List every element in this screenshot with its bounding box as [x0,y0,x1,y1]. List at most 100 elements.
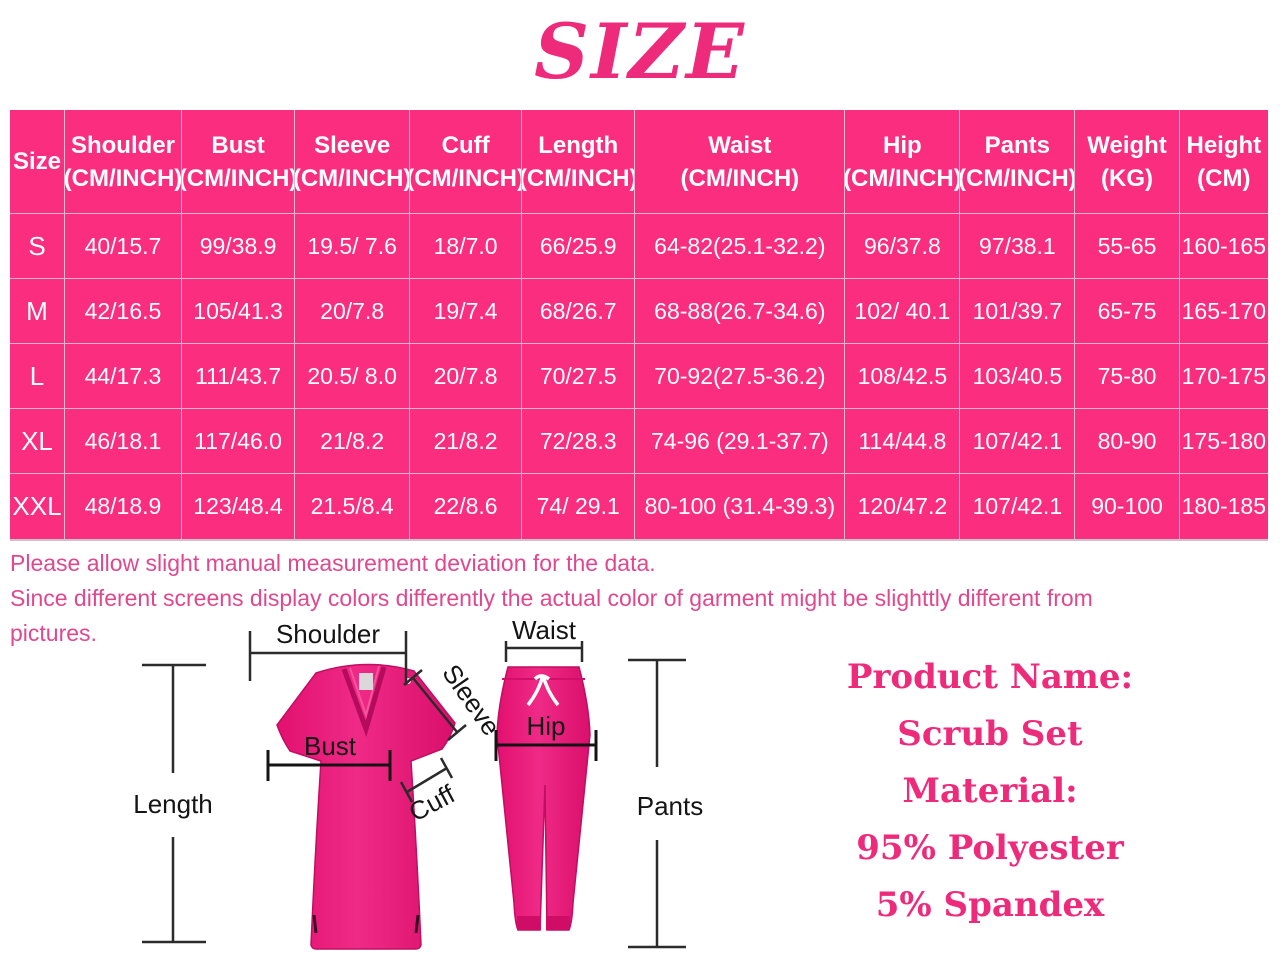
table-row-xl: XL 46/18.1 117/46.0 21/8.2 21/8.2 72/28.… [10,409,1268,474]
table-row-m: M 42/16.5 105/41.3 20/7.8 19/7.4 68/26.7… [10,279,1268,344]
scrub-top-image [276,663,456,950]
measurement-diagram: Length Shoulder Sleeve [133,615,704,950]
cuff-measure [399,757,454,803]
table-cell: 21/8.2 [410,409,523,474]
table-cell: 117/46.0 [181,409,296,474]
table-row-xxl: XXL 48/18.9 123/48.4 21.5/8.4 22/8.6 74/… [10,474,1268,539]
table-cell: 20/7.8 [295,279,411,344]
neck-tag [359,673,373,690]
product-info: Product Name: Scrub Set Material: 95% Po… [840,652,1140,937]
table-cell: 42/16.5 [64,279,182,344]
pants-measure [628,658,686,949]
table-header-row: Size Shoulder (CM/INCH) Bust (CM/INCH) Sle… [10,110,1268,214]
table-cell: 74-96 (29.1-37.7) [635,409,846,474]
sleeve-measure [403,669,467,741]
table-cell: 21/8.2 [295,409,411,474]
table-header-cell: Hip (CM/INCH) [845,110,961,214]
table-header-cell: Length (CM/INCH) [522,110,636,214]
length-label: Length [133,789,213,819]
table-row-l: L 44/17.3 111/43.7 20.5/ 8.0 20/7.8 70/2… [10,344,1268,409]
table-header-cell: Sleeve (CM/INCH) [295,110,411,214]
table-cell: 96/37.8 [845,214,961,279]
table-cell: 103/40.5 [960,344,1076,409]
table-header-cell: Waist (CM/INCH) [635,110,846,214]
table-cell: 68/26.7 [522,279,636,344]
table-cell: 175-180 [1179,409,1268,474]
table-cell: L [10,344,65,409]
table-cell: 102/ 40.1 [845,279,961,344]
table-cell: 170-175 [1179,344,1268,409]
table-cell: 40/15.7 [64,214,182,279]
drawstring [526,674,560,707]
shoulder-label: Shoulder [276,619,380,649]
table-cell: 123/48.4 [182,474,296,539]
material-heading: Material: [902,771,1078,811]
table-header-cell: Shoulder (CM/INCH) [64,110,182,214]
table-cell: 70-92(27.5-36.2) [635,344,846,409]
note-line: pictures. [10,620,97,646]
table-header-cell: Height (CM) [1179,110,1268,214]
table-cell: 160-165 [1179,214,1268,279]
table-header-cell: Bust (CM/INCH) [181,110,296,214]
table-header-cell: Weight (KG) [1075,110,1180,214]
pants-label: Pants [637,791,704,821]
table-cell: 114/44.8 [845,409,961,474]
table-cell: 99/38.9 [181,214,296,279]
table-cell: 65-75 [1075,279,1180,344]
table-header-cell: Cuff (CM/INCH) [410,110,523,214]
table-cell: 19/7.4 [410,279,523,344]
waist-label: Waist [512,615,577,645]
table-cell: 46/18.1 [64,409,182,474]
table-cell: 107/42.1 [960,409,1076,474]
bust-measure [266,750,392,781]
bust-label: Bust [304,731,357,761]
hip-measure [494,730,598,761]
product-name-value: Scrub Set [897,714,1083,754]
note-line: Since different screens display colors d… [10,585,1093,611]
table-cell: 21.5/8.4 [295,474,411,539]
measurement-notes: Please allow slight manual measurement d… [10,546,1210,651]
product-name-heading: Product Name: [846,657,1134,697]
table-cell: XL [10,409,65,474]
hip-label: Hip [526,711,565,741]
scrub-pants-image [496,666,591,931]
table-cell: M [10,279,65,344]
table-cell: 20.5/ 8.0 [295,344,411,409]
table-cell: 70/27.5 [522,344,636,409]
table-cell: 108/42.5 [845,344,961,409]
table-cell: 48/18.9 [65,474,182,539]
shoulder-measure [248,631,408,685]
table-cell: 64-82(25.1-32.2) [635,214,846,279]
table-cell: 80-100 (31.4-39.3) [635,474,846,539]
table-cell: 18/7.0 [410,214,523,279]
table-cell: 107/42.1 [960,474,1076,539]
table-cell: 68-88(26.7-34.6) [635,279,846,344]
page-title: SIZE [534,7,746,96]
table-header-cell: Pants (CM/INCH) [960,110,1076,214]
size-table: Size Shoulder (CM/INCH) Bust (CM/INCH) Sle… [10,110,1268,541]
material-value: 5% Spandex [875,885,1105,925]
waist-measure [504,641,584,662]
table-header-cell: Size [10,110,65,214]
table-cell: 72/28.3 [522,409,636,474]
table-cell: 66/25.9 [522,214,636,279]
table-row-s: S 40/15.7 99/38.9 19.5/ 7.6 18/7.0 66/25… [10,214,1268,279]
table-cell: XXL [10,474,65,539]
note-line: Please allow slight manual measurement d… [10,550,656,576]
table-cell: 97/38.1 [960,214,1076,279]
table-cell: 105/41.3 [181,279,296,344]
table-cell: S [10,214,65,279]
table-cell: 165-170 [1179,279,1268,344]
table-cell: 120/47.2 [845,474,961,539]
table-cell: 44/17.3 [64,344,182,409]
table-cell: 80-90 [1075,409,1180,474]
table-cell: 111/43.7 [181,344,296,409]
table-cell: 180-185 [1181,493,1267,519]
table-cell: 19.5/ 7.6 [295,214,411,279]
table-cell: 20/7.8 [410,344,523,409]
table-cell: 75-80 [1075,344,1180,409]
table-cell: 22/8.6 [410,474,523,539]
table-cell: 90-100 [1075,474,1180,539]
table-cell: 74/ 29.1 [522,474,636,539]
